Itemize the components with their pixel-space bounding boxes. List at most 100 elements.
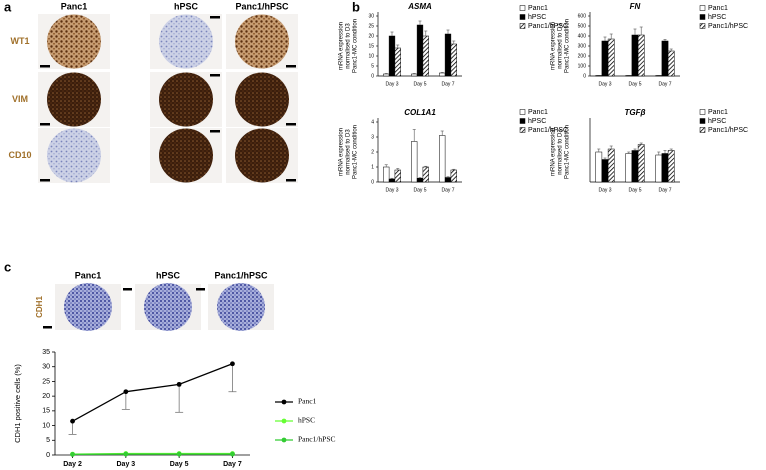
error-bar xyxy=(663,39,667,41)
spheroid xyxy=(47,128,101,183)
error-bar xyxy=(633,28,637,35)
y-tick-label: 0 xyxy=(46,452,50,459)
scale-bar xyxy=(286,65,296,68)
panel-label: b xyxy=(352,0,360,14)
scale-bar xyxy=(43,326,52,329)
point xyxy=(176,381,182,387)
error-bar xyxy=(639,26,643,35)
y-axis-label: mRNA expression xyxy=(339,22,345,70)
spheroid xyxy=(159,72,213,127)
legend-label: Panc1/hPSC xyxy=(708,23,748,30)
legend-label: Panc1/hPSC xyxy=(298,435,336,444)
bar xyxy=(450,169,457,183)
legend-label: Panc1 xyxy=(708,109,728,116)
bar xyxy=(667,150,675,183)
error-bar xyxy=(384,73,388,74)
y-axis-label: mRNA expression xyxy=(551,128,557,176)
bar xyxy=(607,38,615,77)
error-bar xyxy=(121,391,130,410)
y-tick-label: 100 xyxy=(578,63,587,69)
x-tick-label: Day 3 xyxy=(598,187,611,193)
spheroid xyxy=(47,14,101,69)
bar xyxy=(411,141,418,183)
y-tick-label: 20 xyxy=(42,393,50,400)
row-label: WT1 xyxy=(11,36,30,46)
legend-swatch xyxy=(699,14,706,20)
scale-bar xyxy=(196,288,205,291)
y-axis-label: normalised to D3 xyxy=(558,23,564,69)
y-tick-label: 4 xyxy=(371,119,374,125)
y-tick-label: 15 xyxy=(368,43,374,49)
error-bar xyxy=(669,148,673,151)
x-tick-label: Day 2 xyxy=(63,461,82,468)
error-bar xyxy=(390,31,394,36)
y-tick-label: 25 xyxy=(42,378,50,385)
legend-swatch xyxy=(519,14,526,20)
legend-label: Panc1/hPSC xyxy=(708,127,748,134)
line xyxy=(72,363,233,422)
legend-marker xyxy=(281,418,287,424)
y-tick-label: 400 xyxy=(578,33,587,39)
spheroid xyxy=(159,128,213,183)
spheroid xyxy=(235,128,289,183)
error-bar xyxy=(396,44,400,48)
spheroid xyxy=(235,14,289,69)
x-tick-label: Day 7 xyxy=(441,81,454,87)
y-axis-label: Panc1-MC condition xyxy=(353,19,359,73)
x-tick-label: Day 5 xyxy=(413,187,426,193)
legend-swatch xyxy=(699,109,706,115)
y-axis-label: Panc1-MC condition xyxy=(353,125,359,179)
panel-label: a xyxy=(4,0,12,14)
error-bar xyxy=(627,151,631,154)
column-header: Panc1 xyxy=(75,270,102,280)
x-tick-label: Day 3 xyxy=(117,461,136,468)
y-axis-label: mRNA expression xyxy=(551,22,557,70)
error-bar xyxy=(384,164,388,167)
legend-marker xyxy=(281,399,287,405)
scale-bar xyxy=(40,65,50,68)
bar xyxy=(394,169,401,183)
spheroid xyxy=(159,14,213,69)
legend-swatch xyxy=(519,23,526,29)
error-bar xyxy=(446,29,450,34)
bar xyxy=(416,24,424,77)
error-bar xyxy=(609,33,613,39)
spheroid xyxy=(235,72,289,127)
y-tick-label: 5 xyxy=(371,63,374,69)
spheroid xyxy=(47,72,101,127)
y-axis-label: normalised to D3 xyxy=(558,129,564,175)
error-bar xyxy=(603,36,607,41)
y-tick-label: 3 xyxy=(371,134,374,140)
scale-bar xyxy=(40,179,50,182)
chart-title: COL1A1 xyxy=(404,108,436,117)
point xyxy=(230,451,235,457)
spheroid xyxy=(64,283,112,331)
y-tick-label: 500 xyxy=(578,23,587,29)
y-tick-label: 25 xyxy=(368,23,374,29)
legend-label: Panc1/hPSC xyxy=(528,127,568,134)
legend-label: Panc1 xyxy=(528,5,548,12)
point xyxy=(230,361,235,367)
bar xyxy=(601,40,609,77)
point xyxy=(70,418,75,424)
scale-bar xyxy=(210,74,220,77)
y-tick-label: 2 xyxy=(371,149,374,155)
point xyxy=(123,451,129,457)
row-label: CDH1 xyxy=(35,296,44,318)
point xyxy=(176,451,182,457)
spheroid xyxy=(144,283,192,331)
bar xyxy=(383,166,390,183)
point xyxy=(70,452,75,457)
y-axis-label: normalised to D3 xyxy=(346,23,352,69)
scale-bar xyxy=(210,16,220,19)
y-axis-label: mRNA expression xyxy=(339,128,345,176)
error-bar xyxy=(633,148,637,151)
chart-title: ASMA xyxy=(407,2,432,11)
x-tick-label: Day 3 xyxy=(385,187,398,193)
legend-swatch xyxy=(699,5,706,11)
panel-label: c xyxy=(4,259,11,274)
bar xyxy=(444,177,452,183)
y-tick-label: 5 xyxy=(46,437,50,444)
error-bar xyxy=(175,384,184,413)
bar xyxy=(631,34,639,77)
